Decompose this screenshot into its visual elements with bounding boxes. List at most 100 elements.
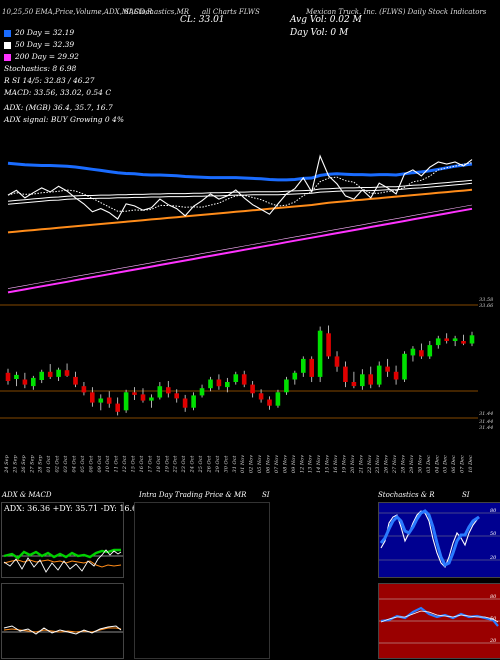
candle-body xyxy=(402,353,407,380)
candle-body xyxy=(132,392,137,395)
date-tick-label: 25 Oct xyxy=(198,455,204,474)
candle-body xyxy=(334,356,340,367)
candle-body xyxy=(410,348,416,356)
date-tick-label: 03 Dec xyxy=(426,455,432,473)
adx-lines xyxy=(2,548,123,573)
date-tick-label: 10 Dec xyxy=(468,455,474,473)
legend-adx-signal: ADX signal: BUY Growing 0 4% xyxy=(4,115,124,124)
stoch-panel-title: Stochastics & R xyxy=(378,491,435,499)
candle-body xyxy=(267,399,272,406)
intraday-panel xyxy=(134,502,270,659)
date-tick-label: 24 Oct xyxy=(190,455,196,474)
date-tick-label: 26 Nov xyxy=(384,455,390,474)
candle-body xyxy=(343,366,348,382)
magenta-ma-line xyxy=(7,207,473,294)
candle-body xyxy=(225,382,230,388)
candle-body xyxy=(73,376,78,385)
header-indicators: 10,25,50 EMA,Price,Volume,ADX,MACD,R xyxy=(2,8,153,16)
date-tick-label: 09 Oct xyxy=(97,455,103,473)
date-tick-label: 13 Nov xyxy=(308,455,314,473)
candle-body xyxy=(5,372,11,381)
candle-body xyxy=(182,398,188,408)
candle-body xyxy=(427,345,433,357)
candle-body xyxy=(149,397,154,401)
candle-body xyxy=(208,379,213,389)
candle-body xyxy=(123,392,129,411)
date-tick-label: 31 Oct xyxy=(232,455,238,473)
candle-body xyxy=(56,369,61,377)
rsi-panel: 80 50 20 xyxy=(378,583,500,659)
date-tick-label: 15 Oct xyxy=(131,455,137,473)
legend-macd: MACD: 33.56, 33.02, 0.54 C xyxy=(4,88,112,97)
short-ema-dotted-line xyxy=(7,162,473,212)
date-tick-label: 03 Oct xyxy=(63,455,69,473)
adx-panel: ADX: 36.36 +DY: 35.71 -DY: 16.67 xyxy=(1,502,142,578)
intraday-panel-title: Intra Day Trading Price & MR xyxy=(139,491,247,499)
date-tick-label: 22 Oct xyxy=(173,455,179,474)
date-tick-label: 28 Sep xyxy=(38,454,44,473)
date-tick-label: 09 Nov xyxy=(291,455,297,473)
adx-values: ADX: 36.36 +DY: 35.71 -DY: 16.67 xyxy=(4,504,143,513)
price-level-bot1: 31.44 xyxy=(479,411,494,417)
date-tick-label: 22 Nov xyxy=(367,455,373,474)
macd-line xyxy=(3,549,122,573)
date-tick-label: 07 Dec xyxy=(460,455,466,473)
date-tick-label: 08 Oct xyxy=(88,455,94,473)
candle-body xyxy=(419,350,424,357)
close-price-line xyxy=(7,154,473,220)
candle-body xyxy=(199,388,205,396)
candle-body xyxy=(22,379,28,385)
legend-stochastics: Stochastics: 8 6.98 xyxy=(4,64,77,73)
macd-panel xyxy=(1,583,124,659)
date-tick-label: 17 Oct xyxy=(147,455,153,473)
date-tick-label: 10 Oct xyxy=(105,455,111,473)
date-tick-label: 21 Nov xyxy=(358,455,364,474)
legend-ema20-label: 20 Day = 32.19 xyxy=(15,28,75,37)
date-tick-label: 28 Nov xyxy=(401,455,407,474)
date-tick-label: 01 Nov xyxy=(240,455,246,473)
candle-body xyxy=(452,338,458,341)
date-tick-label: 27 Sep xyxy=(29,454,35,473)
adx-panel-title: ADX & MACD xyxy=(2,491,52,499)
date-tick-label: 14 Nov xyxy=(316,455,322,473)
avg-volume: Avg Vol: 0.02 M xyxy=(290,15,362,25)
price-level-top2: 33.66 xyxy=(479,303,494,309)
candle-body xyxy=(39,371,44,380)
date-tick-label: 30 Nov xyxy=(417,455,423,473)
legend-swatch-20 xyxy=(4,29,11,37)
candle-body xyxy=(241,374,247,385)
candle-body xyxy=(14,374,19,379)
date-tick-label: 18 Oct xyxy=(156,455,162,473)
candle-body xyxy=(301,358,306,373)
date-tick-label: 16 Oct xyxy=(139,455,145,473)
candle-body xyxy=(157,386,163,398)
candle-body xyxy=(31,377,36,387)
date-tick-label: 05 Dec xyxy=(443,455,449,473)
date-tick-label: 20 Nov xyxy=(350,455,356,474)
legend-ema20: 20 Day = 32.19 xyxy=(4,29,74,37)
stoch-level-80: 80 xyxy=(490,508,497,514)
rsi-level-20: 20 xyxy=(490,638,497,644)
candle-body xyxy=(98,398,104,403)
legend-ema200-label: 200 Day = 29.92 xyxy=(15,52,79,61)
date-tick-label: 07 Nov xyxy=(274,455,280,473)
price-level-bot3: 31.44 xyxy=(479,425,494,431)
date-tick-label: 29 Nov xyxy=(409,455,415,474)
price-chart: 24 Sep 25 Sep 26 Sep 27 Sep 28 Sep 01 Oct 02 O… xyxy=(0,154,478,474)
candle-body xyxy=(360,374,365,387)
candle-body xyxy=(166,387,171,394)
stoch-panel: 80 50 20 xyxy=(378,502,500,578)
candle-body xyxy=(461,341,466,344)
date-tick-label: 19 Oct xyxy=(164,455,170,473)
date-tick-label: 08 Nov xyxy=(282,455,288,473)
date-tick-label: 12 Oct xyxy=(122,455,128,473)
date-tick-label: 24 Sep xyxy=(4,454,10,473)
candle-body xyxy=(275,392,281,406)
stoch-level-50: 50 xyxy=(490,531,497,537)
stoch-level-20: 20 xyxy=(490,555,497,561)
close-price: CL: 33.01 xyxy=(180,15,225,25)
date-tick-label: 05 Oct xyxy=(80,455,86,473)
legend-swatch-50 xyxy=(4,41,11,49)
candle-body xyxy=(469,335,475,344)
intraday-panel-si: SI xyxy=(262,491,270,499)
